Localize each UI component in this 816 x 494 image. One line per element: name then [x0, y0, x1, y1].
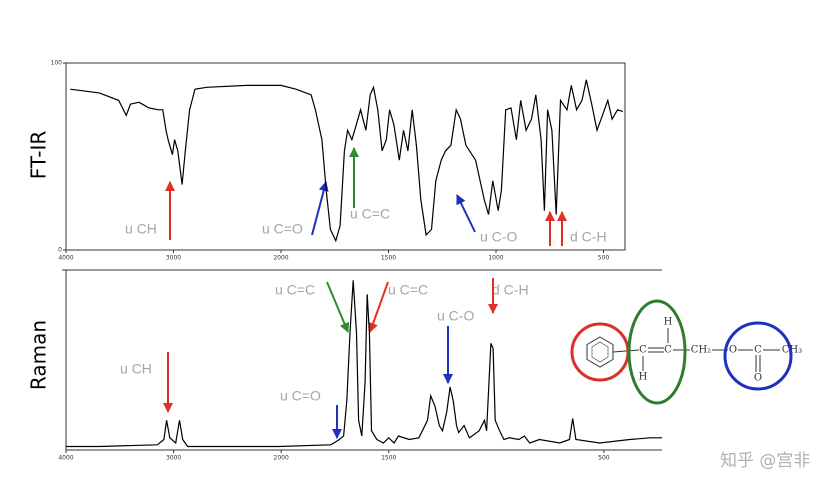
panel-label: Raman [27, 320, 51, 390]
annotation: u C=O [262, 221, 303, 237]
benzene-ring [586, 336, 614, 368]
annotation: u C-O [480, 229, 517, 245]
x-tick-label: 500 [598, 455, 610, 462]
atom: C [639, 345, 647, 356]
highlight-ellipse [627, 299, 687, 405]
molecule: C C H H CH₂ O C O CH₃ [570, 299, 802, 405]
annotation: d C-H [570, 229, 607, 245]
x-tick-label: 4000 [58, 455, 73, 462]
spectrum-line [70, 79, 624, 243]
atom: H [664, 317, 673, 328]
annotation: u CH [125, 221, 157, 237]
atom: CH₃ [782, 345, 802, 356]
annotation: u C=C [388, 282, 428, 298]
highlight-circle [570, 322, 630, 382]
atom: H [639, 372, 648, 383]
annotation: u C=C [350, 206, 390, 222]
annotation: u CH [120, 361, 152, 377]
x-tick-label: 1000 [488, 255, 503, 262]
x-tick-label: 2000 [273, 255, 288, 262]
annotation: u C=C [275, 282, 315, 298]
atom: CH₂ [691, 345, 711, 356]
benzene-inner [591, 341, 609, 363]
x-tick-label: 3000 [166, 455, 181, 462]
bond [612, 349, 640, 353]
atom: O [729, 345, 737, 356]
annotation: d C-H [492, 282, 529, 298]
x-tick-label: 1500 [381, 455, 396, 462]
spectrum-line [66, 280, 662, 448]
x-tick-label: 3000 [166, 255, 181, 262]
watermark: 知乎 @宫非 [720, 451, 810, 471]
annotation: u C-O [437, 308, 474, 324]
raman-annotations: u CH u C=O u C=C u C=C u C-O d C-H [120, 278, 529, 439]
atom: O [754, 373, 762, 384]
annotation: u C=O [280, 388, 321, 404]
x-tick-label: 500 [598, 255, 610, 262]
x-tick-label: 2000 [274, 455, 289, 462]
arrow [456, 194, 476, 233]
highlight-circle [723, 321, 793, 391]
y-tick-label: 100 [51, 60, 63, 67]
x-tick-label: 1500 [381, 255, 396, 262]
x-tick-label: 4000 [58, 255, 73, 262]
arrow [368, 281, 389, 333]
y-tick-label: 0 [58, 247, 62, 254]
panel-label: FT-IR [27, 131, 51, 180]
plot-frame [65, 62, 626, 251]
atom: C [664, 345, 672, 356]
arrow [311, 181, 329, 236]
ir-annotations: u CH u C=O u C=C u C-O d C-H [125, 147, 607, 246]
arrow [326, 281, 350, 333]
atom: C [754, 345, 762, 356]
